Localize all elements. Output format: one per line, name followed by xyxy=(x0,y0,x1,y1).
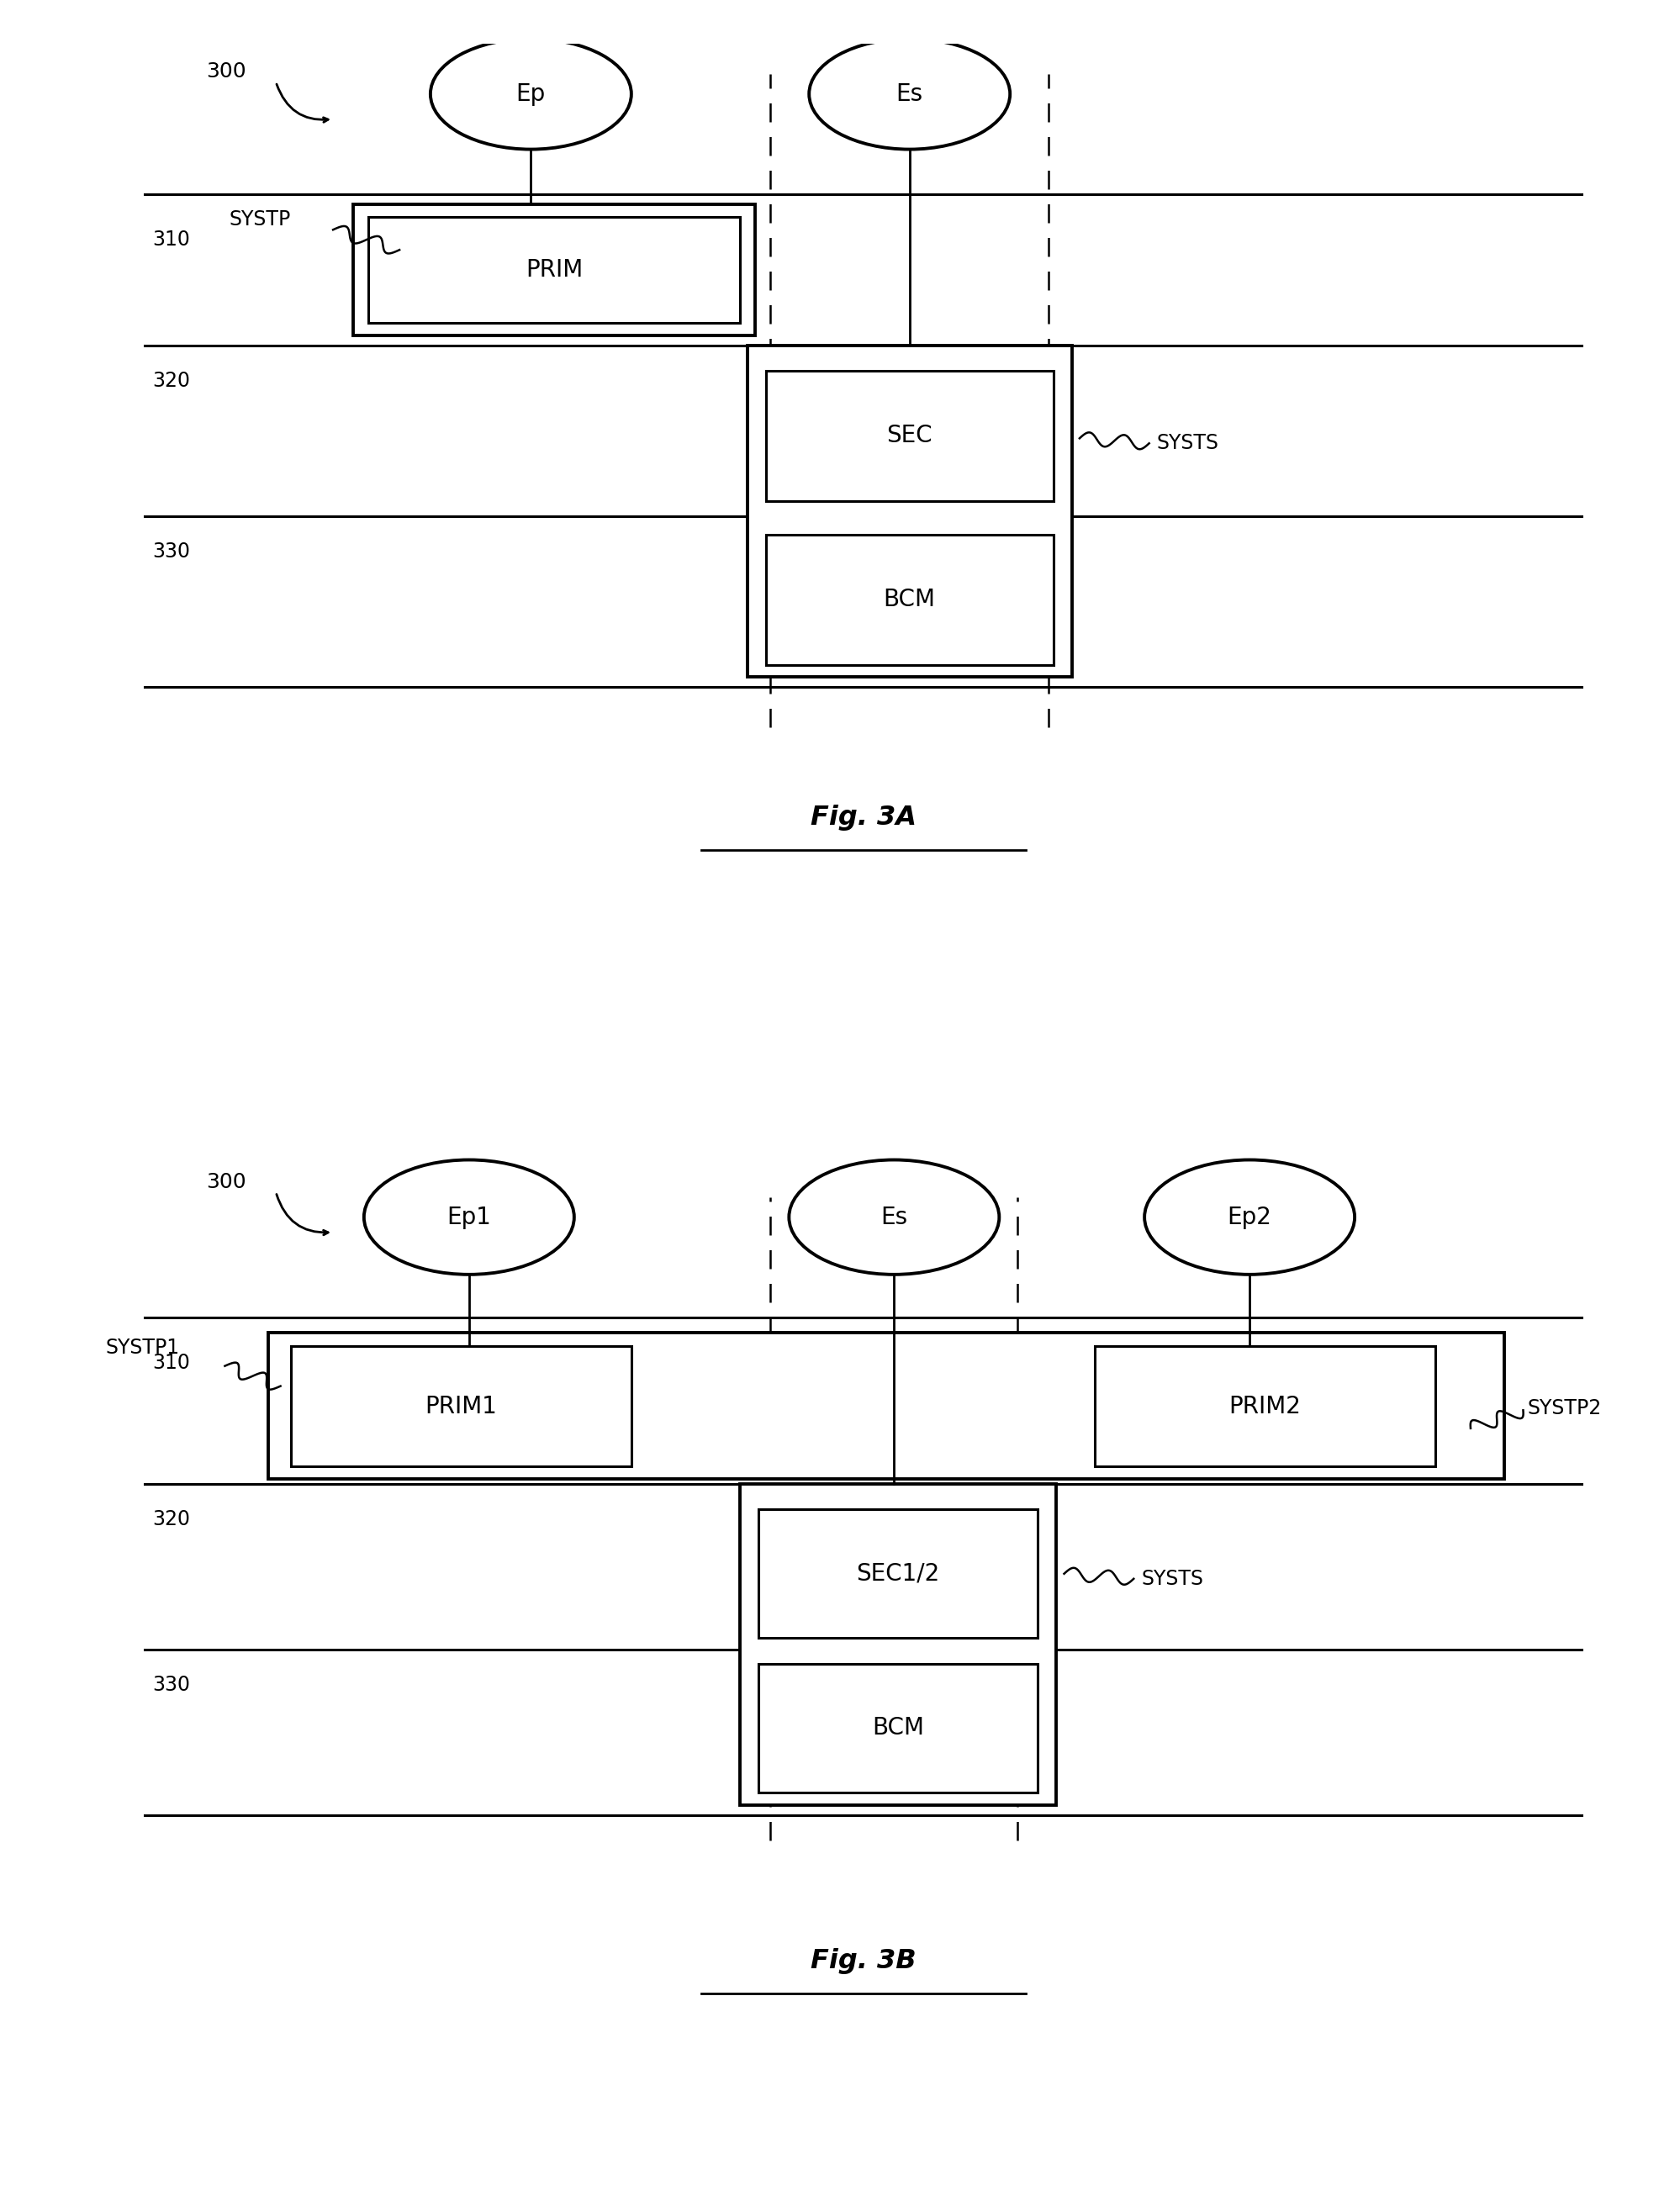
Bar xyxy=(766,533,1053,665)
Ellipse shape xyxy=(810,39,1010,149)
Text: 320: 320 xyxy=(153,1508,190,1528)
Text: BCM: BCM xyxy=(884,588,936,612)
Ellipse shape xyxy=(365,1161,575,1274)
Text: BCM: BCM xyxy=(872,1716,924,1740)
Text: PRIM1: PRIM1 xyxy=(425,1395,497,1419)
Bar xyxy=(1095,1347,1435,1467)
Bar xyxy=(269,1333,1505,1478)
Text: 310: 310 xyxy=(153,230,190,249)
Bar xyxy=(291,1347,632,1467)
Bar xyxy=(739,1484,1057,1806)
Text: Ep2: Ep2 xyxy=(1228,1204,1272,1229)
Text: SYSTS: SYSTS xyxy=(1158,433,1220,453)
Text: SYSTS: SYSTS xyxy=(1141,1570,1203,1589)
Ellipse shape xyxy=(430,39,632,149)
Text: 330: 330 xyxy=(153,542,190,562)
Text: 300: 300 xyxy=(207,1172,247,1191)
Text: 300: 300 xyxy=(207,61,247,81)
Text: SEC: SEC xyxy=(887,424,932,448)
Bar xyxy=(766,369,1053,501)
Text: SYSTP: SYSTP xyxy=(230,210,291,230)
Text: SEC1/2: SEC1/2 xyxy=(857,1561,939,1585)
Ellipse shape xyxy=(790,1161,1000,1274)
Bar xyxy=(748,345,1072,678)
Ellipse shape xyxy=(1144,1161,1354,1274)
Text: 330: 330 xyxy=(153,1674,190,1694)
Bar xyxy=(368,216,739,324)
Text: Ep: Ep xyxy=(516,83,546,105)
Bar xyxy=(758,1664,1038,1793)
Text: 320: 320 xyxy=(153,369,190,391)
Text: Fig. 3A: Fig. 3A xyxy=(810,804,916,831)
Text: PRIM: PRIM xyxy=(526,258,583,282)
Text: Es: Es xyxy=(895,83,922,105)
Bar xyxy=(758,1508,1038,1637)
Text: SYSTP1: SYSTP1 xyxy=(106,1338,180,1358)
Text: 310: 310 xyxy=(153,1353,190,1373)
Bar xyxy=(353,205,754,334)
Text: Fig. 3B: Fig. 3B xyxy=(810,1948,916,1974)
Text: Es: Es xyxy=(880,1204,907,1229)
Text: Ep1: Ep1 xyxy=(447,1204,491,1229)
Text: PRIM2: PRIM2 xyxy=(1230,1395,1300,1419)
Text: SYSTP2: SYSTP2 xyxy=(1527,1399,1603,1419)
